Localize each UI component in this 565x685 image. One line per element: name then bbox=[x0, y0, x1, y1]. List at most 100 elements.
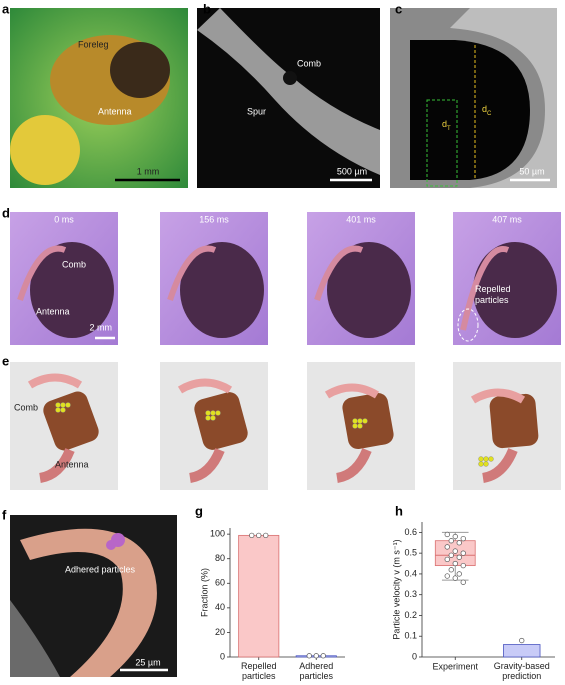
panel-letter: c bbox=[395, 1, 402, 16]
y-tick-label: 0.4 bbox=[404, 568, 417, 578]
particle bbox=[478, 456, 484, 462]
data-point bbox=[448, 567, 454, 573]
data-point bbox=[320, 653, 326, 659]
comb bbox=[450, 8, 557, 188]
data-point bbox=[448, 552, 454, 558]
particle bbox=[205, 410, 211, 416]
label: Antenna bbox=[36, 306, 70, 316]
data-point bbox=[448, 538, 454, 544]
label: Antenna bbox=[55, 459, 89, 469]
data-point bbox=[460, 550, 466, 556]
panel-letter: h bbox=[395, 503, 403, 518]
cylinder bbox=[194, 392, 248, 450]
data-point bbox=[306, 653, 312, 659]
label: Foreleg bbox=[78, 39, 109, 49]
label: Comb bbox=[14, 402, 38, 412]
y-tick-label: 100 bbox=[210, 529, 225, 539]
cylinder bbox=[489, 393, 539, 449]
line: Adhered bbox=[299, 661, 333, 671]
data-point bbox=[452, 575, 458, 581]
data-point bbox=[460, 579, 466, 585]
comb bbox=[470, 388, 526, 404]
particle bbox=[362, 418, 368, 424]
symbol: d bbox=[442, 119, 447, 129]
line: particles bbox=[475, 295, 509, 305]
time-label: 407 ms bbox=[492, 214, 522, 224]
y-tick-label: 0 bbox=[412, 651, 417, 661]
scale-label: 50 µm bbox=[519, 166, 544, 176]
comb bbox=[20, 528, 157, 677]
x-tick-label: Gravity-based prediction bbox=[494, 661, 550, 681]
antenna bbox=[17, 245, 67, 301]
bar bbox=[238, 534, 280, 658]
background-leg bbox=[10, 600, 60, 677]
flower bbox=[10, 115, 80, 185]
panel-letter: e bbox=[2, 353, 9, 368]
bee-head bbox=[180, 242, 264, 338]
antenna bbox=[481, 447, 518, 483]
antenna bbox=[188, 447, 225, 483]
antenna bbox=[38, 447, 75, 483]
subscript: C bbox=[487, 111, 492, 117]
particle bbox=[478, 461, 484, 467]
panel-letter: d bbox=[2, 205, 10, 220]
y-tick-label: 20 bbox=[215, 627, 225, 637]
highlight bbox=[457, 308, 479, 342]
data-point bbox=[460, 562, 466, 569]
panel-letter: b bbox=[203, 1, 211, 16]
antenna bbox=[314, 245, 364, 301]
data-point bbox=[452, 548, 458, 554]
particle bbox=[215, 410, 221, 416]
symbol: d bbox=[482, 104, 487, 114]
y-tick-label: 0.6 bbox=[404, 527, 417, 537]
y-tick-label: 0 bbox=[220, 651, 225, 661]
particle bbox=[55, 402, 61, 408]
label: Comb bbox=[297, 58, 321, 68]
spur-notch bbox=[283, 71, 297, 85]
y-tick-label: 0.1 bbox=[404, 631, 417, 641]
leg bbox=[197, 8, 380, 175]
data-point bbox=[452, 533, 458, 540]
data-point bbox=[456, 554, 462, 560]
antenna bbox=[460, 246, 510, 331]
panel-letter: f bbox=[2, 507, 7, 522]
data-point bbox=[249, 532, 255, 539]
bee-head bbox=[110, 42, 170, 98]
y-tick-label: 80 bbox=[215, 553, 225, 563]
particle bbox=[106, 540, 116, 550]
data-point bbox=[444, 573, 450, 579]
scale-label: 2 mm bbox=[90, 322, 113, 332]
data-point bbox=[456, 571, 462, 577]
label: Comb bbox=[62, 259, 86, 269]
label: Repelled particles bbox=[475, 284, 511, 305]
x-tick-label: Repelled particles bbox=[241, 661, 277, 681]
bee-head bbox=[30, 242, 114, 338]
time-label: 401 ms bbox=[346, 214, 376, 224]
particle bbox=[55, 407, 61, 413]
line: Repelled bbox=[241, 661, 277, 671]
particle bbox=[210, 415, 216, 421]
particle bbox=[352, 423, 358, 429]
line: particles bbox=[242, 671, 276, 681]
data-point bbox=[444, 556, 450, 563]
data-point bbox=[256, 532, 262, 539]
label: Adhered particles bbox=[65, 564, 136, 574]
particle bbox=[205, 415, 211, 421]
x-tick-label: Experiment bbox=[432, 661, 478, 671]
particle bbox=[357, 423, 363, 429]
data-point bbox=[313, 653, 319, 659]
antenna bbox=[167, 245, 217, 301]
symbol: dT bbox=[442, 119, 451, 131]
symbol: dC bbox=[482, 104, 492, 116]
data-point bbox=[460, 535, 466, 542]
line: prediction bbox=[502, 671, 541, 681]
comb bbox=[27, 373, 83, 389]
data-point bbox=[444, 544, 450, 550]
panel-letter: g bbox=[195, 503, 203, 518]
particle bbox=[488, 456, 494, 462]
highlight bbox=[426, 99, 458, 187]
y-axis-label: Fraction (%) bbox=[199, 568, 209, 617]
panel-f: f Adhered particles 25 µm bbox=[2, 507, 177, 677]
scale-label: 1 mm bbox=[137, 166, 160, 176]
